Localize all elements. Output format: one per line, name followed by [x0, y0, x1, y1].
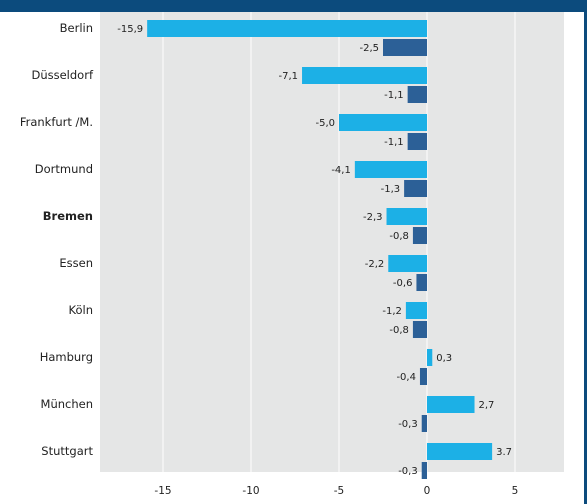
value-label: -1,1 [384, 90, 404, 101]
value-label: 3.7 [496, 447, 512, 458]
value-label: -0,6 [393, 278, 413, 289]
value-label: -1,1 [384, 137, 404, 148]
header-band [0, 0, 587, 12]
x-tick-label: -5 [334, 485, 344, 497]
value-label: -0,8 [389, 231, 409, 242]
bar-series-2 [419, 368, 427, 385]
bar-series-2 [421, 415, 427, 432]
bar-series-1 [386, 208, 427, 225]
value-label: -0,4 [396, 372, 416, 383]
value-label: -7,1 [279, 71, 299, 82]
category-label: Essen [59, 256, 93, 270]
bars [147, 20, 493, 479]
x-tick-label: 5 [512, 485, 519, 497]
value-label: -0,8 [389, 325, 409, 336]
x-tick-label: 0 [424, 485, 431, 497]
labels: -15 -10 -5 0 5 Berlin -15,9 -2,5 Düsseldorf -7,1 -… [20, 21, 519, 497]
value-label: -4,1 [331, 165, 351, 176]
bar-series-1 [405, 302, 427, 319]
x-tick-label: -10 [242, 485, 259, 497]
bar-series-1 [302, 67, 427, 84]
bar-series-1 [427, 443, 493, 460]
value-label: -0,3 [398, 419, 418, 430]
plot-background [100, 12, 564, 472]
right-border [584, 0, 587, 504]
category-label: Hamburg [40, 350, 93, 364]
bar-series-2 [407, 86, 427, 103]
bar-series-2 [383, 39, 427, 56]
bar-series-2 [404, 180, 427, 197]
bar-series-2 [407, 133, 427, 150]
value-label: -1,2 [382, 306, 402, 317]
value-label: -15,9 [117, 24, 143, 35]
category-label: Köln [69, 303, 94, 317]
bar-series-1 [388, 255, 427, 272]
value-label: -2,5 [359, 43, 379, 54]
category-label: Frankfurt /M. [20, 115, 93, 129]
value-label: 2,7 [479, 400, 495, 411]
bar-series-2 [412, 227, 427, 244]
bar-series-1 [427, 349, 433, 366]
value-label: -1,3 [381, 184, 401, 195]
value-label: -2,2 [365, 259, 385, 270]
category-label: Bremen [43, 209, 93, 223]
bar-series-2 [416, 274, 427, 291]
category-label: Stuttgart [41, 444, 93, 458]
bar-series-1 [427, 396, 475, 413]
category-label: Düsseldorf [31, 68, 93, 82]
category-label: München [41, 397, 93, 411]
category-label: Dortmund [35, 162, 93, 176]
value-label: -0,3 [398, 466, 418, 477]
value-label: -2,3 [363, 212, 383, 223]
bar-series-1 [339, 114, 427, 131]
value-label: 0,3 [436, 353, 452, 364]
value-label: -5,0 [315, 118, 335, 129]
bar-series-2 [412, 321, 427, 338]
x-tick-label: -15 [154, 485, 171, 497]
bar-series-1 [147, 20, 427, 37]
bar-series-1 [354, 161, 427, 178]
bar-series-2 [421, 462, 427, 479]
category-label: Berlin [60, 21, 93, 35]
